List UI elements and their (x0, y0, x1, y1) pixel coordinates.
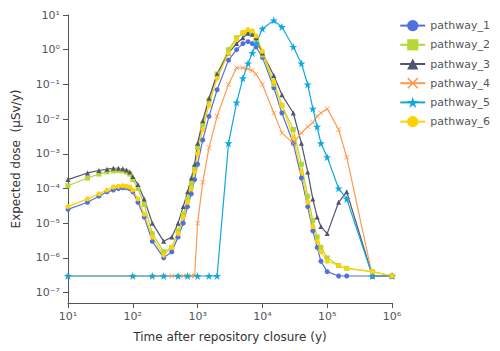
svg-text:pathway_4: pathway_4 (430, 77, 490, 90)
svg-text:pathway_6: pathway_6 (430, 115, 490, 128)
svg-text:10⁵: 10⁵ (318, 310, 336, 323)
svg-text:pathway_3: pathway_3 (430, 58, 490, 71)
svg-text:10⁰: 10⁰ (42, 43, 61, 56)
svg-text:10⁻⁴: 10⁻⁴ (36, 182, 61, 195)
svg-text:Time after repository closure: Time after repository closure (y) (132, 330, 326, 344)
svg-text:10¹: 10¹ (42, 9, 60, 22)
svg-text:pathway_5: pathway_5 (430, 96, 490, 109)
svg-text:10²: 10² (124, 310, 142, 323)
svg-text:Expected dose (μSv/y): Expected dose (μSv/y) (9, 90, 23, 229)
svg-text:10⁻³: 10⁻³ (36, 147, 60, 160)
svg-text:10⁻¹: 10⁻¹ (36, 78, 60, 91)
svg-text:10⁴: 10⁴ (253, 310, 272, 323)
svg-text:10¹: 10¹ (59, 310, 77, 323)
svg-text:10⁻⁵: 10⁻⁵ (36, 217, 60, 230)
svg-text:pathway_1: pathway_1 (430, 19, 490, 32)
svg-text:10⁶: 10⁶ (383, 310, 402, 323)
svg-text:pathway_2: pathway_2 (430, 38, 490, 51)
svg-text:10⁻²: 10⁻² (36, 113, 60, 126)
svg-text:10⁻⁶: 10⁻⁶ (36, 251, 61, 264)
svg-text:10⁻⁷: 10⁻⁷ (36, 286, 60, 299)
svg-text:10³: 10³ (188, 310, 206, 323)
